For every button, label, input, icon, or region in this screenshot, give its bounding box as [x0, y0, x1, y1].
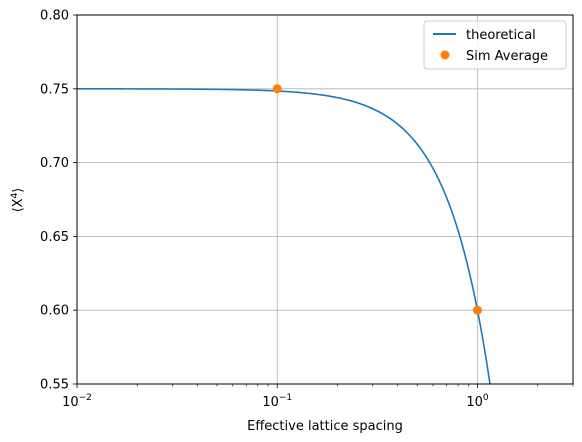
series-layer [77, 84, 491, 384]
legend-marker-swatch [440, 50, 450, 60]
x-axis-ticks: 10−2 10−1 100 [62, 384, 489, 410]
legend-box [423, 20, 567, 70]
plot-background [77, 15, 573, 384]
x-tick-label: 100 [466, 393, 489, 410]
x-axis-label: Effective lattice spacing [247, 419, 403, 434]
legend-label-sim-average: Sim Average [466, 49, 548, 64]
y-tick-label: 0.60 [40, 304, 69, 319]
series-line-theoretical [77, 88, 491, 384]
sim-average-point [272, 84, 282, 94]
plot-frame [76, 14, 574, 385]
y-tick-label: 0.55 [40, 378, 69, 393]
y-tick-label: 0.75 [40, 82, 69, 97]
y-tick-label: 0.65 [40, 230, 69, 245]
y-tick-label: 0.70 [40, 156, 69, 171]
legend: theoretical Sim Average [423, 20, 567, 70]
legend-label-theoretical: theoretical [466, 28, 536, 43]
x-tick-label: 10−1 [262, 393, 292, 410]
y-axis-ticks: 0.55 0.60 0.65 0.70 0.75 0.80 [40, 9, 77, 393]
y-axis-label-exponent: 4 [10, 192, 20, 198]
y-axis-label: ⟨X4⟩ [10, 188, 26, 213]
y-tick-label: 0.80 [40, 9, 69, 24]
x-tick-label: 10−2 [62, 393, 92, 410]
sim-average-point [472, 305, 482, 315]
